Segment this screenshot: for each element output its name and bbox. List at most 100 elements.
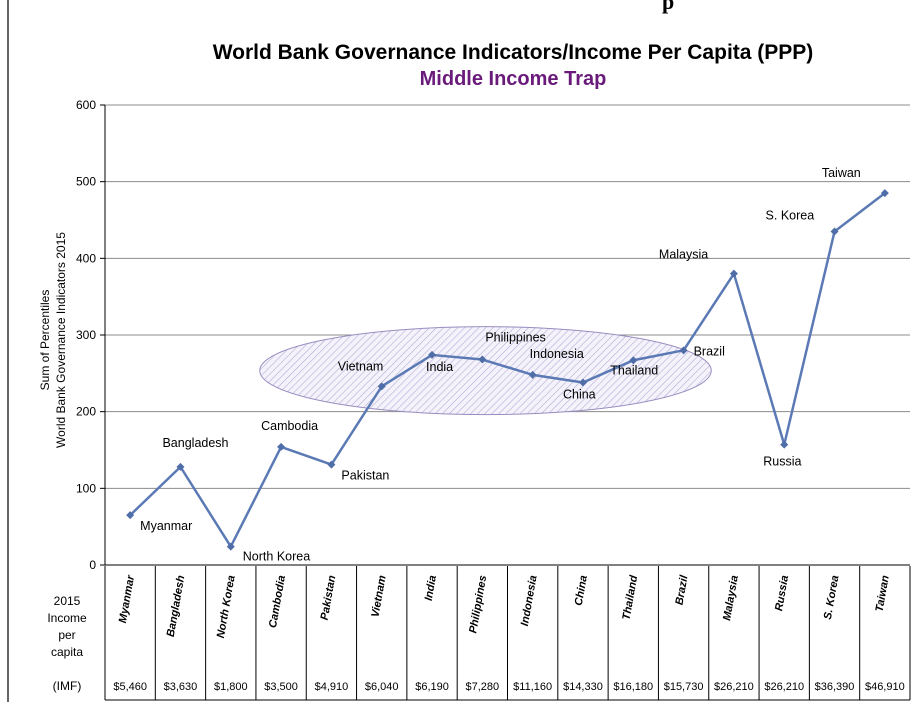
- income-value-philippines: $7,280: [466, 681, 500, 693]
- income-value-indonesia: $11,160: [513, 681, 552, 693]
- chart-frame: [7, 0, 9, 702]
- category-label-vietnam: Vietnam: [369, 574, 388, 618]
- y-axis-label-line-1: Sum of Percentiles: [38, 290, 52, 391]
- marker-philippines: [478, 355, 487, 364]
- category-cell-bangladesh: Bangladesh: [165, 574, 188, 638]
- category-label-myanmar: Myanmar: [117, 574, 137, 624]
- income-header-line-5: (IMF): [53, 679, 82, 693]
- category-cell-thailand: Thailand: [621, 574, 641, 621]
- data-label-brazil: Brazil: [694, 344, 725, 358]
- y-tick-label-0: 0: [89, 558, 96, 572]
- data-label-cambodia: Cambodia: [261, 419, 318, 433]
- income-table: Myanmar $5,460 Bangladesh $3,630 North Korea…: [104, 566, 911, 701]
- category-cell-cambodia: Cambodia: [267, 574, 288, 628]
- income-header-line-4: capita: [51, 645, 83, 659]
- marker-myanmar: [126, 511, 135, 520]
- category-cell-vietnam: Vietnam: [369, 574, 388, 618]
- category-label-taiwan: Taiwan: [874, 574, 892, 613]
- data-markers: [126, 189, 889, 551]
- income-value-china: $14,330: [563, 681, 603, 693]
- data-label-china: China: [563, 388, 596, 402]
- marker-brazil: [679, 346, 688, 355]
- chart-subtitle: Middle Income Trap: [420, 68, 607, 90]
- data-label-bangladesh: Bangladesh: [162, 436, 228, 450]
- data-label-myanmar: Myanmar: [140, 519, 192, 533]
- category-label-s-korea: S. Korea: [822, 574, 842, 620]
- data-label-malaysia: Malaysia: [659, 248, 708, 262]
- category-label-pakistan: Pakistan: [319, 574, 339, 621]
- series-line: [129, 192, 886, 548]
- category-cell-india: India: [423, 574, 439, 601]
- y-axis-label-line-2: World Bank Governance Indicators 2015: [54, 232, 68, 448]
- marker-india: [428, 350, 437, 359]
- y-tick-label-500: 500: [76, 175, 96, 189]
- marker-pakistan: [327, 460, 336, 469]
- grid-lines: [104, 104, 910, 566]
- marker-indonesia: [528, 370, 537, 379]
- data-labels: Myanmar Bangladesh North Korea Cambodia Paki…: [140, 166, 861, 563]
- data-label-indonesia: Indonesia: [530, 347, 584, 361]
- income-value-north-korea: $1,800: [214, 681, 248, 693]
- y-axis-ticks: 0 100 200 300 400 500 600: [76, 98, 105, 572]
- marker-china: [578, 378, 587, 387]
- category-label-india: India: [423, 574, 439, 601]
- marker-thailand: [629, 356, 638, 365]
- income-header-line-1: 2015: [54, 594, 81, 608]
- income-value-cambodia: $3,500: [264, 681, 298, 693]
- category-cell-pakistan: Pakistan: [319, 574, 339, 621]
- chart-title: World Bank Governance Indicators/Income …: [213, 41, 814, 64]
- category-label-philippines: Philippines: [467, 574, 489, 634]
- category-cell-malaysia: Malaysia: [721, 574, 741, 621]
- marker-russia: [780, 440, 789, 449]
- data-label-india: India: [426, 360, 453, 374]
- category-label-bangladesh: Bangladesh: [165, 574, 188, 638]
- data-label-philippines: Philippines: [485, 331, 545, 345]
- category-label-indonesia: Indonesia: [519, 574, 540, 627]
- series-polyline: [129, 192, 886, 548]
- income-header-line-3: per: [58, 628, 75, 642]
- income-value-malaysia: $26,210: [714, 681, 754, 693]
- category-cell-brazil: Brazil: [674, 574, 691, 607]
- category-cell-taiwan: Taiwan: [874, 574, 892, 613]
- data-label-pakistan: Pakistan: [341, 469, 389, 483]
- header-fragment: p: [662, 0, 674, 14]
- income-header-line-2: Income: [47, 611, 87, 625]
- income-value-bangladesh: $3,630: [164, 681, 198, 693]
- data-label-north-korea: North Korea: [243, 550, 310, 564]
- marker-s-korea: [830, 227, 839, 236]
- marker-malaysia: [729, 269, 738, 278]
- income-value-pakistan: $4,910: [315, 681, 349, 693]
- marker-taiwan: [880, 189, 889, 198]
- income-value-vietnam: $6,040: [365, 681, 399, 693]
- category-cell-china: China: [573, 574, 590, 606]
- y-tick-label-100: 100: [76, 481, 96, 495]
- marker-cambodia: [277, 442, 286, 451]
- category-cell-philippines: Philippines: [467, 574, 489, 634]
- y-tick-label-300: 300: [76, 328, 96, 342]
- y-tick-label-600: 600: [76, 98, 96, 112]
- income-value-thailand: $16,180: [613, 681, 653, 693]
- income-value-russia: $26,210: [764, 681, 804, 693]
- middle-income-trap-highlight: [259, 326, 712, 416]
- data-label-taiwan: Taiwan: [822, 166, 861, 180]
- category-cell-north-korea: North Korea: [215, 574, 238, 639]
- data-label-thailand: Thailand: [610, 363, 658, 377]
- income-value-myanmar: $5,460: [113, 681, 147, 693]
- category-label-russia: Russia: [773, 574, 791, 612]
- income-value-taiwan: $46,910: [865, 681, 905, 693]
- category-label-china: China: [573, 574, 590, 606]
- income-value-india: $6,190: [415, 681, 449, 693]
- income-header: 2015 Income per capita (IMF): [47, 594, 87, 693]
- category-label-malaysia: Malaysia: [721, 574, 741, 621]
- category-cell-indonesia: Indonesia: [519, 574, 540, 627]
- marker-vietnam: [377, 382, 386, 391]
- marker-bangladesh: [176, 462, 185, 471]
- data-label-vietnam: Vietnam: [338, 359, 384, 373]
- income-value-s-korea: $36,390: [815, 681, 855, 693]
- income-value-brazil: $15,730: [664, 681, 704, 693]
- marker-north-korea: [226, 542, 235, 551]
- category-cell-myanmar: Myanmar: [117, 574, 137, 624]
- category-label-thailand: Thailand: [621, 574, 641, 621]
- y-tick-label-400: 400: [76, 251, 96, 265]
